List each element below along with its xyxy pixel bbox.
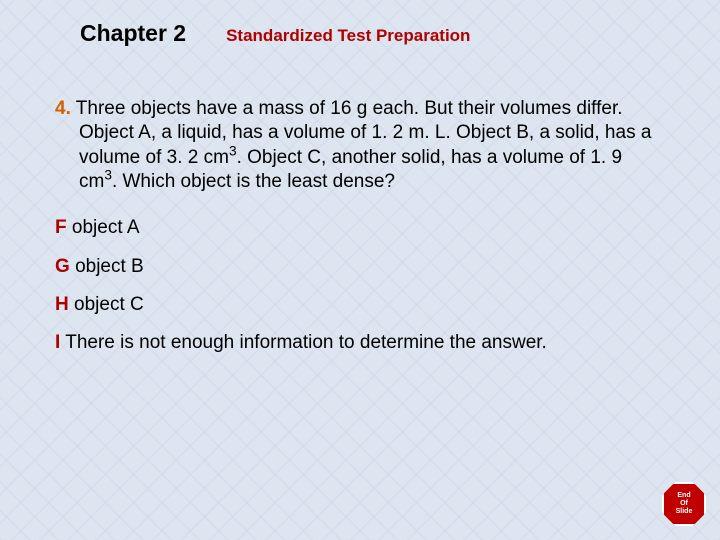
question-text: 4. Three objects have a mass of 16 g eac… (79, 97, 665, 194)
end-of-slide-button[interactable]: End Of Slide (662, 482, 706, 526)
option-text-f: object A (72, 217, 140, 238)
option-letter-f: F (55, 217, 67, 238)
question-number: 4. (55, 98, 71, 119)
option-letter-h: H (55, 294, 69, 315)
stop-sign-icon: End Of Slide (662, 482, 706, 526)
option-letter-i: I (55, 332, 60, 353)
options-list: F object A G object B H object C I There… (55, 216, 665, 355)
end-slide-line2: Of (680, 500, 688, 508)
subtitle-label: Standardized Test Preparation (226, 26, 470, 46)
option-i: I There is not enough information to det… (77, 331, 665, 355)
option-text-i: There is not enough information to deter… (65, 332, 547, 353)
option-letter-g: G (55, 256, 70, 277)
end-slide-line1: End (677, 492, 690, 500)
superscript-2: 3 (104, 168, 112, 183)
option-g: G object B (77, 255, 665, 279)
option-h: H object C (77, 293, 665, 317)
end-slide-line3: Slide (676, 508, 693, 516)
superscript-1: 3 (229, 143, 237, 158)
option-text-h: object C (74, 294, 144, 315)
chapter-label: Chapter 2 (80, 20, 186, 47)
question-block: 4. Three objects have a mass of 16 g eac… (0, 47, 720, 356)
option-f: F object A (77, 216, 665, 240)
option-text-g: object B (75, 256, 144, 277)
slide-header: Chapter 2 Standardized Test Preparation (0, 0, 720, 47)
question-part3: . Which object is the least dense? (112, 171, 395, 192)
